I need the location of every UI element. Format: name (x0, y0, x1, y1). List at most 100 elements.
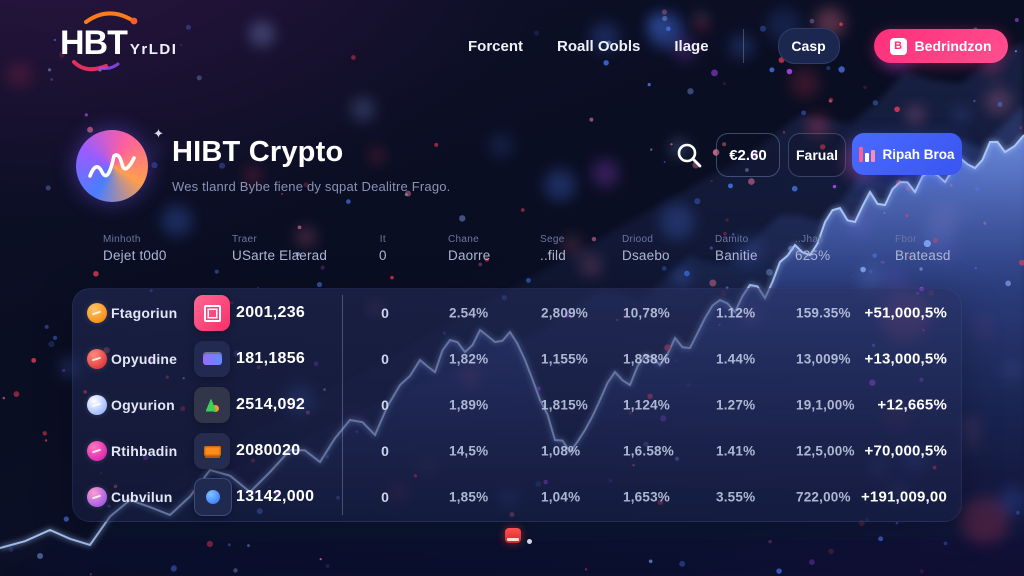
it-value: 0 (376, 351, 394, 367)
table-column-header: Minhoth Dejet t0d0 (103, 234, 167, 263)
column-label-bottom: Brateasd (895, 248, 951, 263)
table-row[interactable]: Cubvilun 13142,000 0 1,85% 1,04% 1,653% … (73, 475, 961, 519)
search-button[interactable] (674, 140, 704, 170)
main-nav: Forcent Roall Oobls Ilage Casp B Bedrind… (468, 26, 1008, 66)
column-label-bottom: Dsaebo (622, 248, 670, 263)
red-cube-icon (505, 528, 521, 543)
asset-amount: 181,1856 (236, 350, 305, 368)
percent-damito: 1.41% (716, 444, 755, 459)
asset-name: Rtihbadin (111, 443, 177, 459)
coin-pink-purple-icon (87, 487, 107, 507)
grid-tile-pink-icon (194, 295, 230, 331)
asset-amount: 2514,092 (236, 396, 305, 414)
primary-button-label: Ripah Broa (882, 147, 954, 162)
percent-damito: 1.44% (716, 352, 755, 367)
percent-driood: 10,78% (623, 306, 670, 321)
total-change: +70,000,5% (865, 443, 948, 460)
total-change: +13,000,5% (865, 351, 948, 368)
cta-label: Bedrindzon (915, 38, 992, 54)
crypto-table-panel: Ftagoriun 2001,236 0 2.54% 2,809% 10,78%… (72, 288, 962, 522)
table-column-header: Fbor Brateasd (895, 234, 951, 263)
app-window: HBT YrLDI Forcent Roall Oobls Ilage Casp… (0, 0, 1024, 576)
nav-divider (743, 29, 744, 63)
it-value: 0 (376, 489, 394, 505)
table-column-header: Damito Banitie (715, 234, 758, 263)
asset-name: Ogyurion (111, 397, 175, 413)
wallet-card-purple-icon (194, 341, 230, 377)
percent-damito: 1.27% (716, 398, 755, 413)
nav-link-roall-oobls[interactable]: Roall Oobls (557, 38, 640, 55)
it-value: 0 (376, 397, 394, 413)
plant-sprout-icon (194, 387, 230, 423)
column-label-top: Driood (622, 234, 670, 245)
ripah-broa-button[interactable]: Ripah Broa (852, 133, 962, 175)
table-header-row: Minhoth Dejet t0d0 Traer USarte Elaerad … (0, 234, 1024, 272)
percent-chane: 14,5% (449, 444, 488, 459)
total-change: +51,000,5% (865, 305, 948, 322)
nav-link-forcent[interactable]: Forcent (468, 38, 523, 55)
price-badge[interactable]: €2.60 (716, 133, 780, 177)
percent-chane: 1,82% (449, 352, 488, 367)
it-value: 0 (376, 443, 394, 459)
asset-name: Ftagoriun (111, 305, 177, 321)
column-label-bottom: ..fild (540, 248, 566, 263)
candlestick-chart-icon (859, 146, 875, 162)
percent-damito: 3.55% (716, 490, 755, 505)
globe-coin-blue-icon (194, 478, 232, 516)
column-label-top: It (379, 234, 387, 245)
percent-jhail: 13,009% (796, 352, 851, 367)
squiggle-chart-icon (86, 144, 138, 188)
coin-white-blue-icon (87, 395, 107, 415)
search-icon (674, 140, 704, 170)
total-change: +191,009,00 (861, 489, 947, 506)
percent-chane: 1,89% (449, 398, 488, 413)
percent-driood: 1,6.58% (623, 444, 674, 459)
page-subtitle: Wes tlanrd Bybe fiene dy sqpat Dealitre … (172, 179, 451, 194)
table-row[interactable]: Rtihbadin 2080020 0 14,5% 1,08% 1,6.58% … (73, 429, 961, 473)
column-label-top: Sege (540, 234, 566, 245)
table-column-header: ..Jhail 625% (795, 234, 830, 263)
brand-logo[interactable]: HBT YrLDI (60, 24, 177, 63)
percent-jhail: 12,5,00% (796, 444, 855, 459)
table-row[interactable]: Ogyurion 2514,092 0 1,89% 1,815% 1,124% … (73, 383, 961, 427)
it-value: 0 (376, 305, 394, 321)
bedrindzon-cta-button[interactable]: B Bedrindzon (874, 29, 1008, 63)
footer-dot (527, 539, 532, 544)
total-change: +12,665% (877, 397, 947, 414)
percent-driood: 1,653% (623, 490, 670, 505)
percent-chane: 1,85% (449, 490, 488, 505)
table-row[interactable]: Ftagoriun 2001,236 0 2.54% 2,809% 10,78%… (73, 291, 961, 335)
column-label-top: Chane (448, 234, 490, 245)
percent-damito: 1.12% (716, 306, 755, 321)
column-label-top: Minhoth (103, 234, 167, 245)
percent-sege: 2,809% (541, 306, 588, 321)
percent-sege: 1,04% (541, 490, 580, 505)
column-label-bottom: USarte Elaerad (232, 248, 327, 263)
farual-button[interactable]: Farual (788, 133, 846, 177)
asset-name: Cubvilun (111, 489, 172, 505)
column-label-bottom: Banitie (715, 248, 758, 263)
percent-sege: 1,815% (541, 398, 588, 413)
percent-sege: 1,155% (541, 352, 588, 367)
coin-red-icon (87, 349, 107, 369)
casp-button[interactable]: Casp (778, 28, 840, 64)
percent-chane: 2.54% (449, 306, 488, 321)
percent-driood: 1,838% (623, 352, 670, 367)
nav-link-ilage[interactable]: Ilage (674, 38, 708, 55)
column-label-bottom: 0 (379, 248, 387, 263)
percent-jhail: 159.35% (796, 306, 851, 321)
column-label-bottom: Dejet t0d0 (103, 248, 167, 263)
logo-wordmark: HBT (60, 24, 127, 63)
table-row[interactable]: Opyudine 181,1856 0 1,82% 1,155% 1,838% … (73, 337, 961, 381)
column-label-top: Damito (715, 234, 758, 245)
table-column-header: It 0 (379, 234, 387, 263)
asset-name: Opyudine (111, 351, 177, 367)
coin-orange-icon (87, 303, 107, 323)
crypto-avatar (76, 130, 148, 202)
page-title: HIBT Crypto (172, 136, 343, 169)
column-label-top: ..Jhail (795, 234, 830, 245)
b-coin-icon: B (890, 38, 907, 55)
column-label-top: Fbor (895, 234, 951, 245)
percent-jhail: 19,1,00% (796, 398, 855, 413)
table-column-header: Driood Dsaebo (622, 234, 670, 263)
